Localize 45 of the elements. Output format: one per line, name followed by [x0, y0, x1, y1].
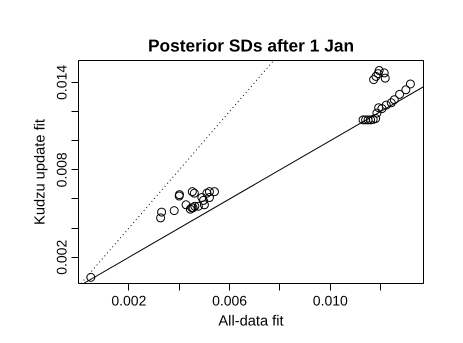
x-tick-label: 0.002: [111, 292, 147, 308]
point: [188, 187, 197, 196]
point: [374, 66, 384, 76]
y-tick-label: 0.014: [54, 64, 70, 100]
x-tick-label: 0.006: [212, 292, 248, 308]
point: [358, 115, 368, 124]
point: [202, 188, 212, 198]
point: [156, 213, 166, 222]
point: [204, 193, 214, 202]
point: [377, 104, 386, 114]
point: [382, 100, 391, 110]
point: [210, 187, 219, 196]
point: [182, 200, 191, 210]
point: [401, 85, 410, 94]
point: [361, 115, 370, 124]
point: [366, 115, 376, 124]
point: [406, 79, 415, 88]
point: [371, 72, 380, 81]
point: [386, 98, 396, 108]
point: [374, 103, 384, 112]
point: [368, 114, 378, 124]
point: [194, 202, 203, 211]
y-axis-title: Kudzu update fit: [32, 119, 48, 225]
chart-title: Posterior SDs after 1 Jan: [148, 36, 354, 56]
point: [364, 115, 373, 124]
point: [170, 206, 179, 216]
point: [395, 90, 404, 99]
point: [369, 75, 378, 84]
x-axis-title: All-data fit: [218, 314, 284, 330]
x-tick-label: 0.010: [312, 292, 348, 308]
point: [198, 196, 208, 205]
point: [372, 108, 382, 118]
y-tick-label: 0.008: [54, 152, 70, 188]
point: [86, 272, 96, 282]
point: [197, 193, 206, 202]
point: [390, 95, 399, 104]
point: [190, 188, 199, 198]
point: [380, 74, 390, 83]
point: [157, 208, 166, 217]
point: [374, 69, 383, 78]
point: [380, 68, 389, 78]
point: [204, 187, 214, 196]
point: [200, 200, 209, 210]
y-tick-label: 0.002: [54, 240, 70, 275]
point: [371, 114, 380, 123]
